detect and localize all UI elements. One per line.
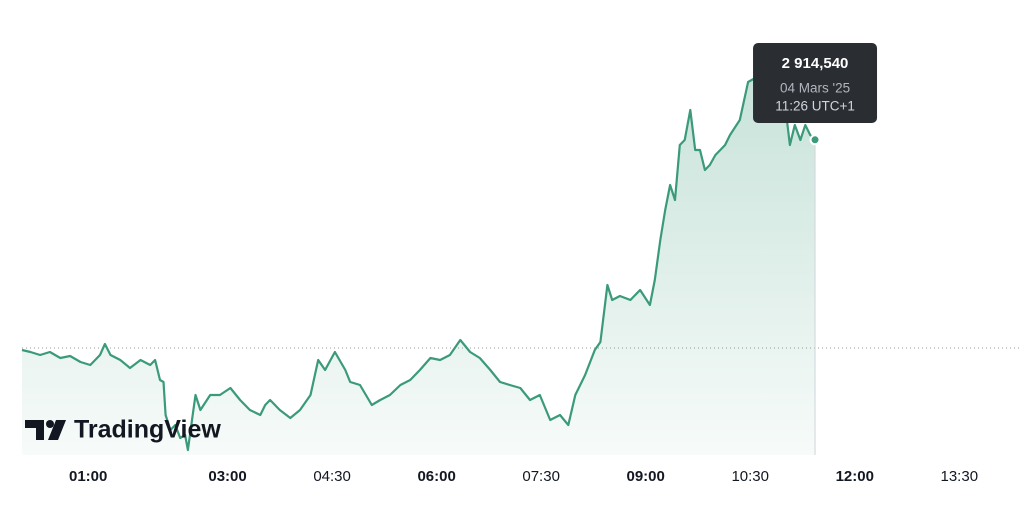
logo: TradingView [25, 416, 221, 444]
x-tick-label: 01:00 [69, 468, 107, 485]
logo-slash [48, 420, 66, 440]
plot-area: 01:00 03:00 04:30 06:00 07:30 09:00 10:30 12:00… [21, 76, 1022, 485]
tooltip-value: 2 914,540 [782, 55, 849, 72]
price-line [21, 76, 816, 452]
logo-mark [25, 420, 44, 440]
x-tick-label: 09:00 [627, 468, 665, 485]
logo-dot [46, 420, 54, 428]
x-tick-label: 12:00 [836, 468, 874, 485]
x-tick-label: 07:30 [522, 468, 560, 485]
area [22, 78, 816, 455]
tooltip: 2 914,540 04 Mars '25 11:26 UTC+1 [753, 43, 878, 123]
tooltip-date: 04 Mars '25 [780, 81, 850, 96]
x-tick-label: 03:00 [208, 468, 246, 485]
tooltip-box [753, 43, 878, 123]
tooltip-time: 11:26 UTC+1 [775, 99, 855, 114]
x-tick-label: 13:30 [941, 468, 979, 485]
x-tick-label: 10:30 [731, 468, 769, 485]
x-tick-label: 04:30 [313, 468, 351, 485]
last-point [809, 134, 821, 146]
watermark: TradingView [74, 416, 221, 444]
x-tick-label: 06:00 [417, 468, 455, 485]
